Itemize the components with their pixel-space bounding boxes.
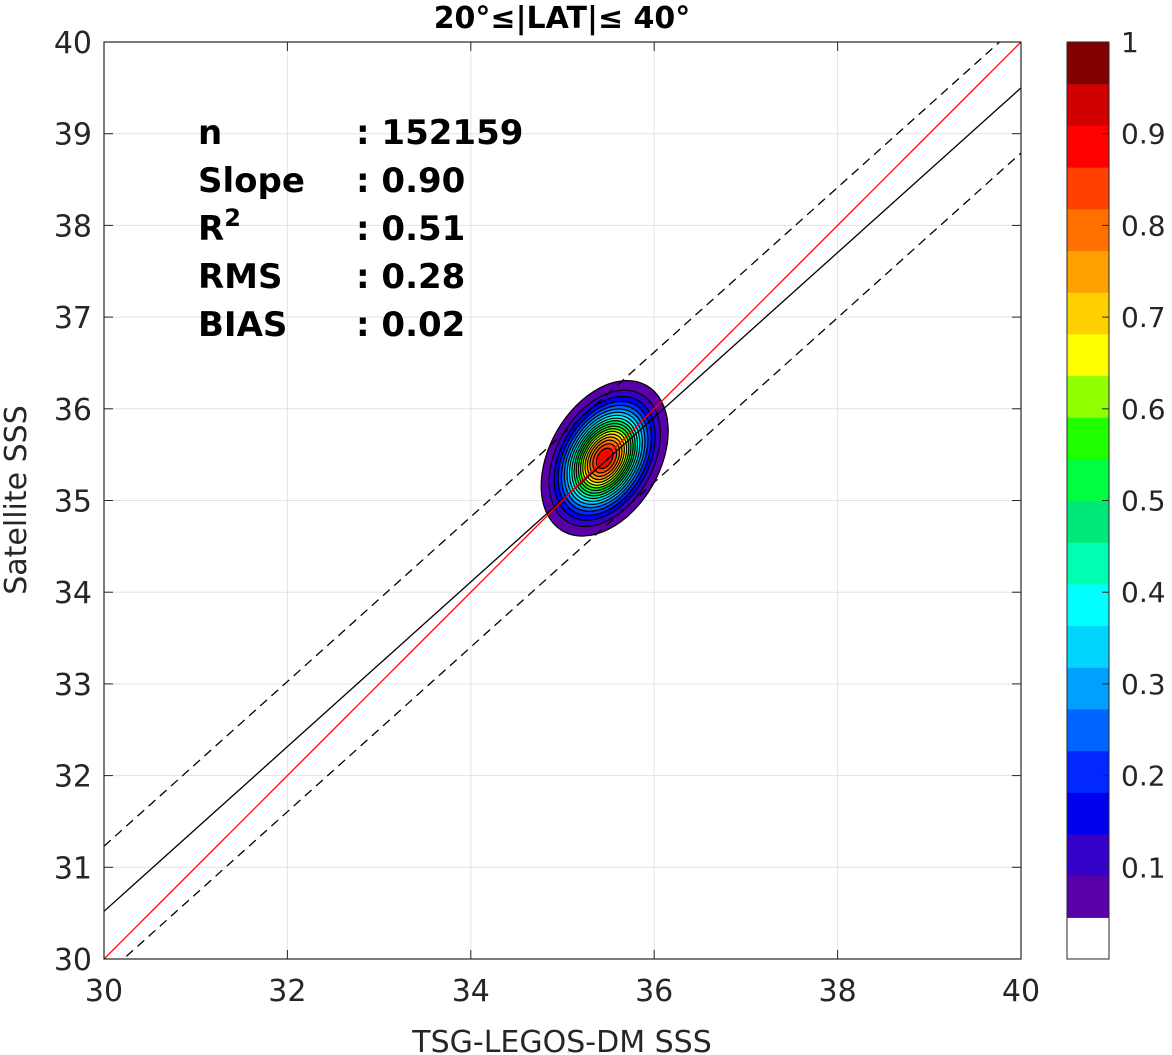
stat-value: : 152159 [356, 113, 523, 153]
lower-bound-line [122, 152, 1021, 959]
y-tick-label: 36 [54, 393, 92, 428]
colorbar-segment [1067, 458, 1109, 502]
colorbar-tick-label: 0.5 [1121, 485, 1166, 518]
x-tick-label: 38 [819, 974, 857, 1009]
chart-title: 20°≤|LAT|≤ 40° [434, 1, 691, 36]
colorbar-segment [1067, 833, 1109, 877]
x-tick-label: 36 [635, 974, 673, 1009]
stat-label: BIAS [198, 305, 287, 345]
colorbar-segment [1067, 792, 1109, 835]
colorbar-segment [1067, 125, 1109, 168]
colorbar-segment [1067, 500, 1109, 543]
axis-ticks: 30 32 34 36 38 40 30 31 32 33 34 35 36 37 38 39 40 [54, 26, 1040, 1009]
y-tick-label: 31 [54, 851, 92, 886]
stat-value: : 0.51 [356, 209, 465, 249]
colorbar-segment [1067, 417, 1109, 460]
colorbar-segment [1067, 625, 1109, 668]
colorbar-segment [1067, 208, 1109, 252]
stat-label: RMS [198, 257, 283, 297]
identity-line [104, 42, 1021, 959]
colorbar-segment [1067, 583, 1109, 627]
stat-label: Slope [198, 161, 305, 201]
colorbar-segment [1067, 542, 1109, 585]
y-tick-label: 39 [54, 118, 92, 153]
colorbar-segment [1067, 42, 1109, 85]
colorbar-segment [1067, 83, 1109, 126]
colorbar-tick-label: 1 [1121, 26, 1139, 59]
grid [104, 42, 1021, 959]
colorbar-segment [1067, 750, 1109, 793]
y-tick-label: 38 [54, 209, 92, 244]
colorbar-segment [1067, 167, 1109, 210]
colorbar-segment [1067, 708, 1109, 752]
colorbar-tick-label: 0.7 [1121, 301, 1166, 334]
reference-lines [104, 42, 1021, 959]
x-tick-label: 40 [1002, 974, 1040, 1009]
colorbar-segment [1067, 375, 1109, 418]
x-tick-label: 32 [268, 974, 306, 1009]
statistics-box: n : 152159 Slope : 0.90 R2 : 0.51 RMS : 0.28 BIA… [198, 113, 523, 345]
y-tick-label: 35 [54, 485, 92, 520]
y-tick-label: 34 [54, 576, 92, 611]
colorbar-tick-label: 0.4 [1121, 576, 1166, 609]
y-tick-label: 40 [54, 26, 92, 61]
colorbar-tick-label: 0.9 [1121, 118, 1166, 151]
stat-value: : 0.90 [356, 161, 465, 201]
density-contours [540, 379, 669, 537]
colorbar-tick-label: 0.6 [1121, 393, 1166, 426]
colorbar: 0.1 0.2 0.3 0.4 0.5 0.6 0.7 0.8 0.9 1 [1066, 26, 1166, 960]
y-tick-label: 30 [54, 943, 92, 978]
stat-label: n [198, 113, 222, 153]
x-tick-label: 30 [85, 974, 123, 1009]
colorbar-segment [1067, 333, 1109, 377]
colorbar-segment [1067, 917, 1109, 960]
y-tick-label: 33 [54, 668, 92, 703]
x-tick-label: 34 [452, 974, 490, 1009]
y-tick-label: 32 [54, 760, 92, 795]
colorbar-segment [1067, 250, 1109, 293]
stat-label-superscript: 2 [224, 204, 241, 232]
colorbar-tick-label: 0.8 [1121, 209, 1166, 242]
colorbar-segment [1067, 292, 1109, 335]
colorbar-tick-label: 0.3 [1121, 668, 1166, 701]
upper-bound-line [104, 42, 1001, 847]
colorbar-tick-label: 0.1 [1121, 851, 1166, 884]
y-axis-label: Satellite SSS [0, 405, 34, 595]
colorbar-segment [1067, 667, 1109, 710]
x-axis-label: TSG-LEGOS-DM SSS [411, 1025, 712, 1055]
stat-label: R2 [198, 204, 241, 249]
colorbar-segment [1067, 875, 1109, 918]
stat-value: : 0.28 [356, 257, 465, 297]
colorbar-tick-label: 0.2 [1121, 760, 1166, 793]
y-tick-label: 37 [54, 301, 92, 336]
stat-value: : 0.02 [356, 305, 465, 345]
